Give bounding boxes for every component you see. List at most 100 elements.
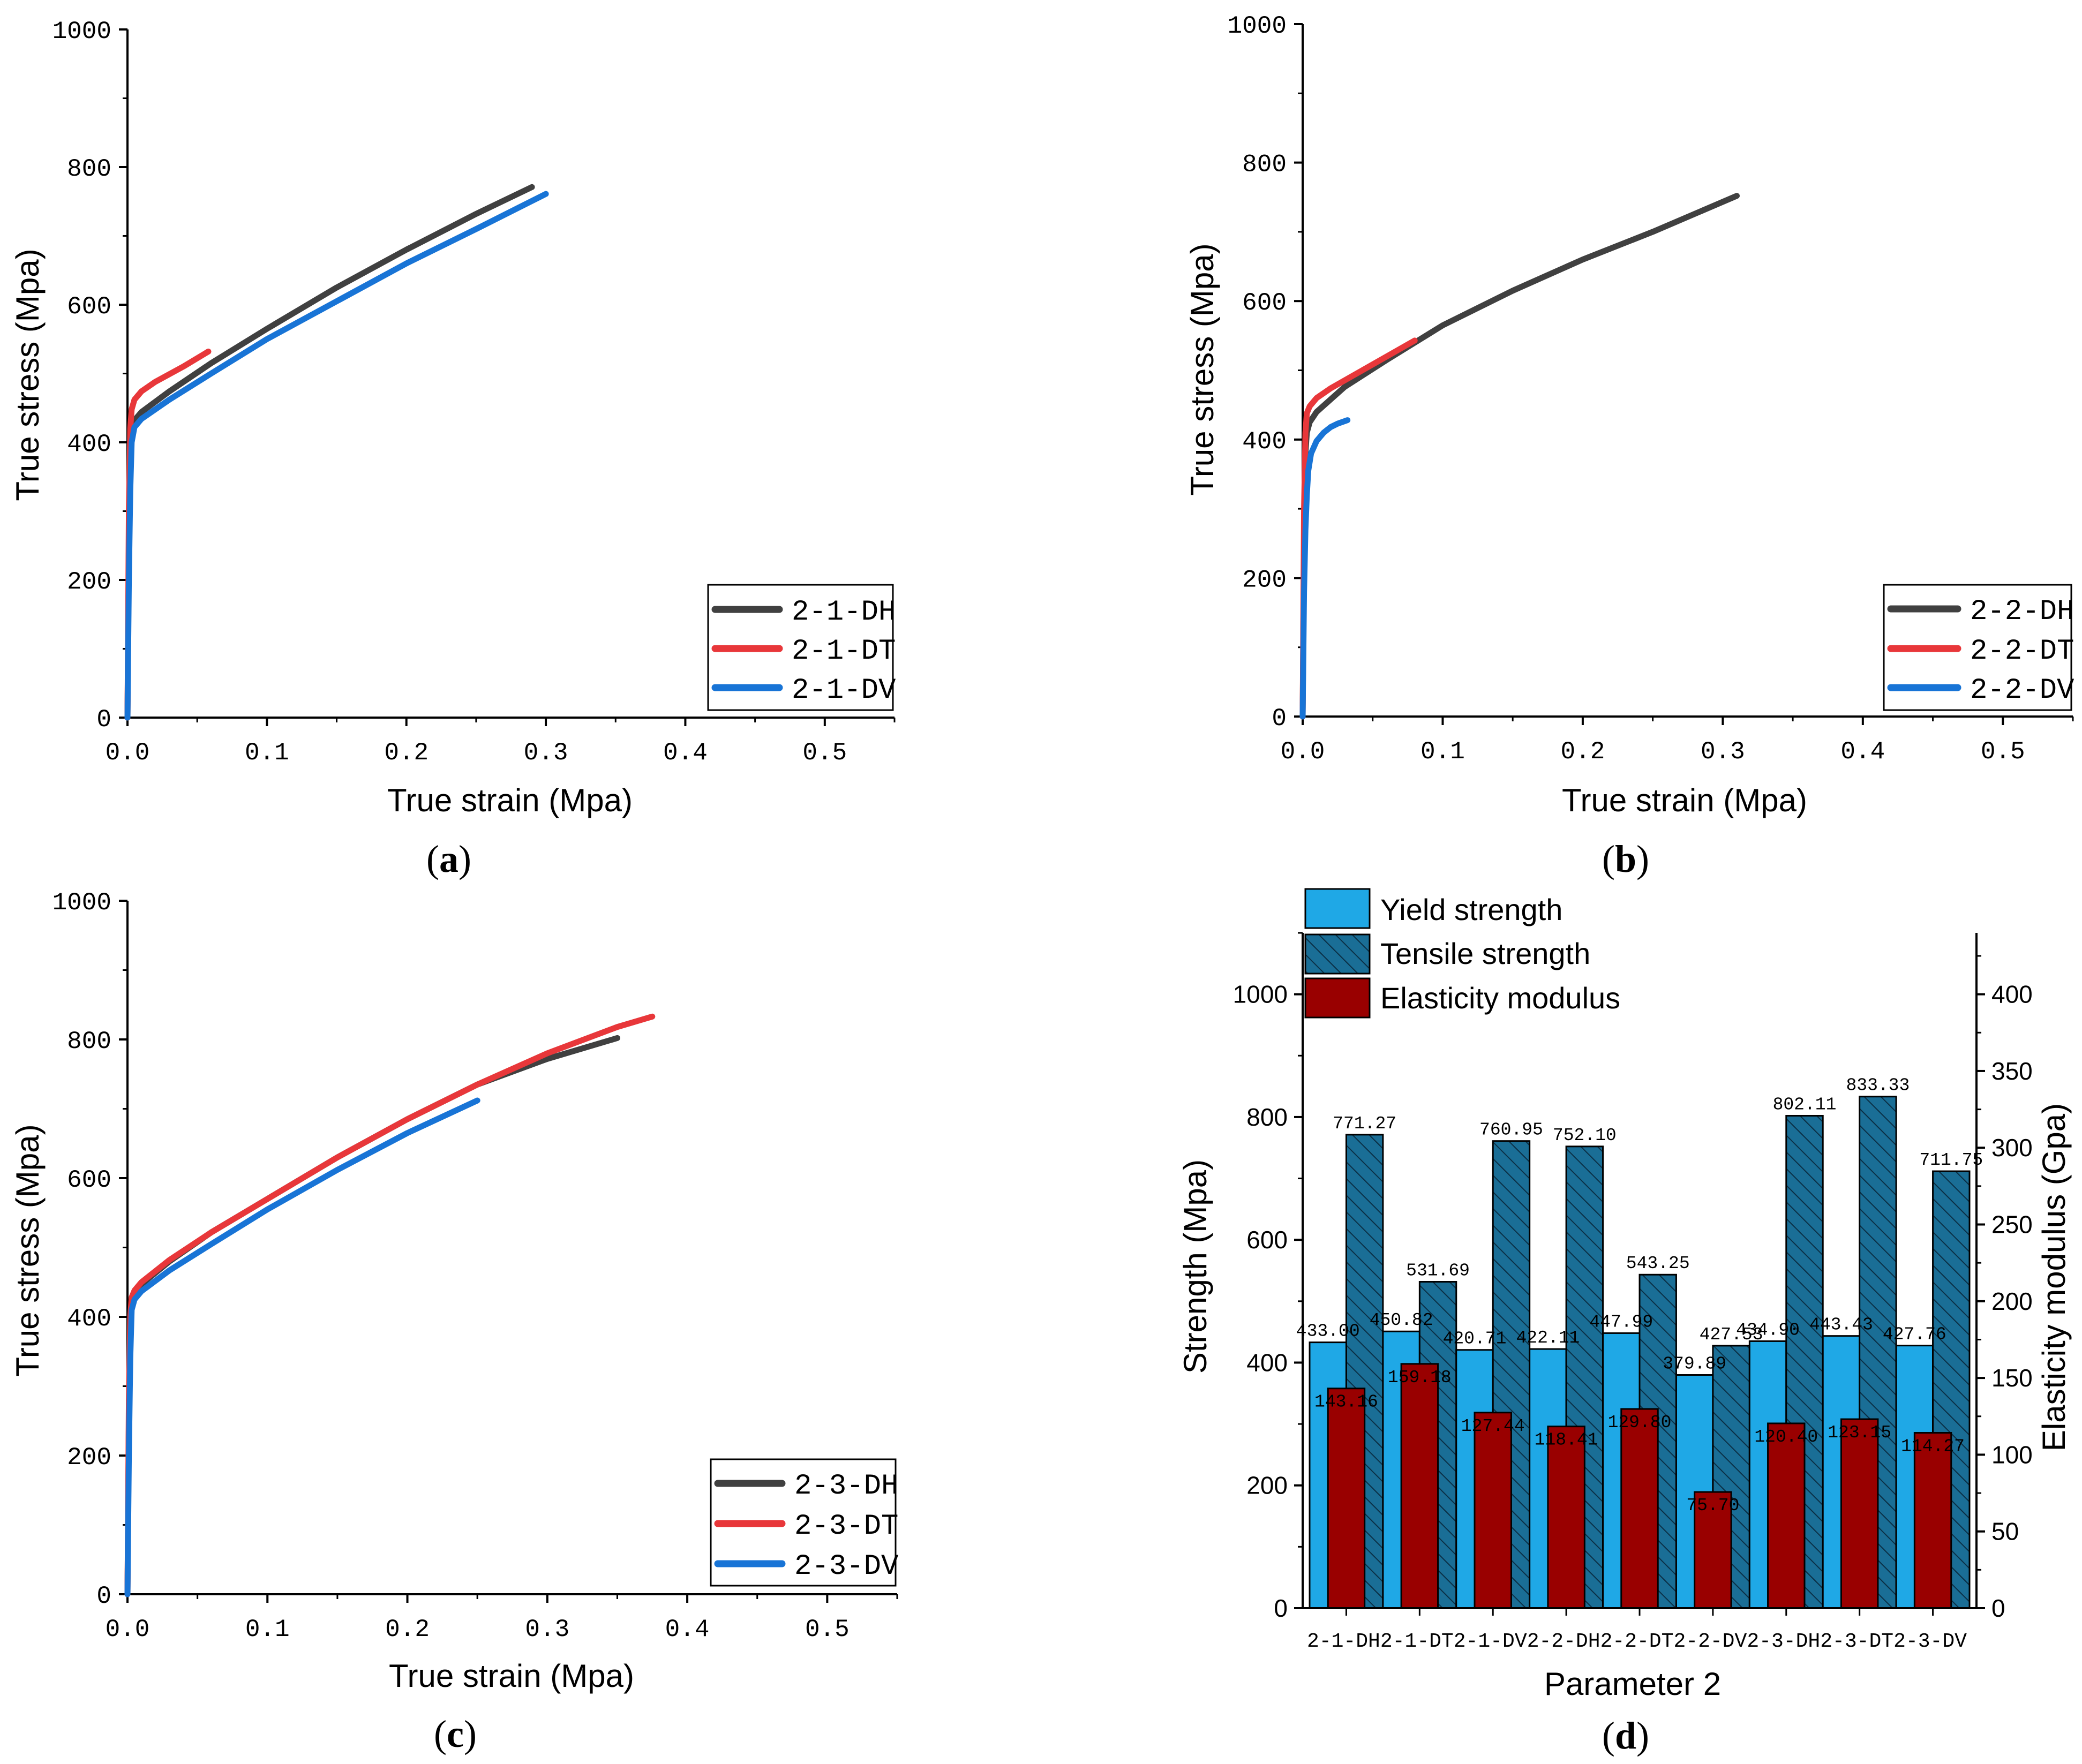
legend-label-2-3-DH: 2-3-DH [794,1470,898,1503]
y-tick-label: 0 [96,1582,111,1610]
series-line-2-1-dh [124,184,535,721]
y-tick-label: 1000 [52,18,111,46]
x-tick-label: 0.0 [106,739,150,767]
data-label-tensile-strength: 752.10 [1553,1126,1617,1145]
y-tick-label-right: 350 [1991,1057,2033,1085]
panel-label-c: (c) [434,1713,477,1755]
x-tick-label: 0.1 [245,739,289,767]
y-tick-label: 200 [67,1444,111,1472]
legend-swatch-yield-strength [1304,888,1371,929]
legend-label-2-2-DH: 2-2-DH [1970,595,2074,628]
y-tick-label: 800 [67,155,111,183]
data-label-yield-strength: 379.89 [1663,1354,1726,1374]
x-tick-label: 0.5 [805,1616,850,1644]
x-tick-label: 0.3 [525,1616,569,1644]
data-label-elasticity-modulus: 114.27 [1901,1437,1965,1457]
legend-label-elasticity-modulus: Elasticity modulus [1380,981,1620,1015]
x-tick-label: 0.1 [1420,738,1465,766]
x-tick-label: 0.3 [524,739,568,767]
x-tick-label: 0.4 [663,739,708,767]
legend: 2-1-DH 2-1-DT 2-1-DV [707,584,896,711]
data-label-yield-strength: 447.99 [1589,1312,1653,1332]
data-label-elasticity-modulus: 127.44 [1461,1416,1525,1436]
data-label-yield-strength: 427.76 [1883,1325,1946,1345]
panel-b-stress-strain-chart: 0 200 400 600 800 1000 0.0 0.1 0.2 0.3 0.4 0.5 True… [1184,12,2075,880]
y-tick-label: 400 [1242,428,1287,456]
data-label-tensile-strength: 711.75 [1919,1150,1983,1170]
x-category-label: 2-1-DT [1380,1630,1454,1653]
x-axis-label: True strain (Mpa) [387,782,633,818]
y-tick-label-right: 200 [1991,1287,2033,1315]
series-line-2-3-dv [124,1097,480,1597]
y-axis-label-right: Elasticity modulus (Gpa) [2036,1103,2072,1451]
legend-label-tensile-strength: Tensile strength [1380,937,1590,970]
panel-label-d: (d) [1602,1714,1649,1757]
data-label-yield-strength: 450.82 [1370,1310,1433,1330]
y-tick-label-left: 400 [1246,1348,1288,1376]
x-category-label: 2-3-DH [1747,1630,1820,1653]
series-line-2-2-dv [1299,417,1351,720]
y-tick-label-left: 200 [1246,1472,1288,1499]
panel-a-stress-strain-chart: 0 200 400 600 800 1000 0.0 0.1 0.2 0.3 0.4 0.5 True… [10,18,896,880]
panel-letter: a [439,838,459,880]
data-label-elasticity-modulus: 143.16 [1314,1392,1378,1412]
x-tick-label: 0.0 [1281,738,1325,766]
data-label-tensile-strength: 771.27 [1333,1114,1396,1134]
legend-label-2-1-DV: 2-1-DV [792,674,896,707]
x-axis-label: Parameter 2 [1544,1666,1721,1702]
legend-label-2-3-DV: 2-3-DV [794,1550,899,1583]
y-tick-label-right: 0 [1991,1594,2005,1622]
data-label-elasticity-modulus: 120.40 [1754,1427,1818,1447]
legend: 2-2-DH 2-2-DT 2-2-DV [1883,584,2075,711]
data-label-yield-strength: 433.00 [1296,1322,1360,1341]
legend-label-2-3-DT: 2-3-DT [794,1510,898,1543]
bar-elasticity-modulus-2-2-dh [1547,1426,1585,1609]
y-tick-label-right: 400 [1991,981,2033,1008]
x-category-label: 2-1-DH [1307,1630,1380,1653]
y-tick-label: 400 [67,1305,111,1333]
y-tick-label-right: 50 [1991,1518,2019,1546]
bar-elasticity-modulus-2-1-dt [1400,1363,1439,1609]
legend-swatch-elasticity-modulus [1304,977,1371,1019]
x-category-label: 2-2-DH [1527,1630,1600,1653]
y-tick-label-left: 800 [1246,1103,1288,1131]
data-label-yield-strength: 434.90 [1736,1320,1800,1340]
y-tick-label-right: 150 [1991,1364,2033,1392]
y-axis-label: True stress (Mpa) [10,248,46,501]
y-tick-label-right: 100 [1991,1441,2033,1468]
data-label-tensile-strength: 427.53 [1700,1325,1763,1345]
panel-label-a: (a) [426,838,471,880]
y-tick-label: 400 [67,431,111,458]
y-axis-label: True stress (Mpa) [10,1124,46,1376]
x-axis-label: True strain (Mpa) [389,1658,634,1694]
y-tick-label: 600 [67,1166,111,1194]
legend-label-2-2-DV: 2-2-DV [1970,674,2075,707]
data-label-yield-strength: 443.43 [1809,1315,1873,1335]
series-line-2-1-dt [124,348,212,721]
legend-label-yield-strength: Yield strength [1380,893,1562,926]
data-label-elasticity-modulus: 75.70 [1686,1496,1739,1516]
data-label-elasticity-modulus: 129.80 [1608,1413,1672,1433]
y-tick-label: 1000 [52,889,111,917]
x-tick-label: 0.3 [1701,738,1745,766]
data-label-tensile-strength: 833.33 [1846,1076,1910,1096]
data-label-elasticity-modulus: 159.18 [1388,1368,1452,1388]
y-tick-label-left: 600 [1246,1226,1288,1254]
y-tick-label-left: 1000 [1233,981,1288,1008]
y-tick-label: 600 [1242,289,1287,317]
y-tick-label: 0 [1272,705,1287,733]
legend: Yield strength Tensile strength Elastici… [1304,888,1620,1019]
x-axis-label: True strain (Mpa) [1562,782,1807,818]
y-tick-label-right: 250 [1991,1211,2033,1239]
data-label-tensile-strength: 543.25 [1626,1254,1690,1273]
x-tick-label: 0.0 [106,1616,150,1644]
x-tick-label: 0.1 [245,1616,290,1644]
y-tick-label-left: 0 [1274,1594,1288,1622]
x-tick-label: 0.5 [802,739,847,767]
y-tick-label-right: 300 [1991,1134,2033,1162]
panel-d-strength-bar-chart: 0 200 400 600 800 1000 0 50 100 150 200 250 300 350 40… [1177,888,2072,1757]
x-tick-label: 0.4 [1840,738,1885,766]
bar-elasticity-modulus-2-3-dt [1840,1418,1879,1609]
legend-label-2-1-DT: 2-1-DT [792,635,896,668]
x-tick-label: 0.2 [385,1616,430,1644]
